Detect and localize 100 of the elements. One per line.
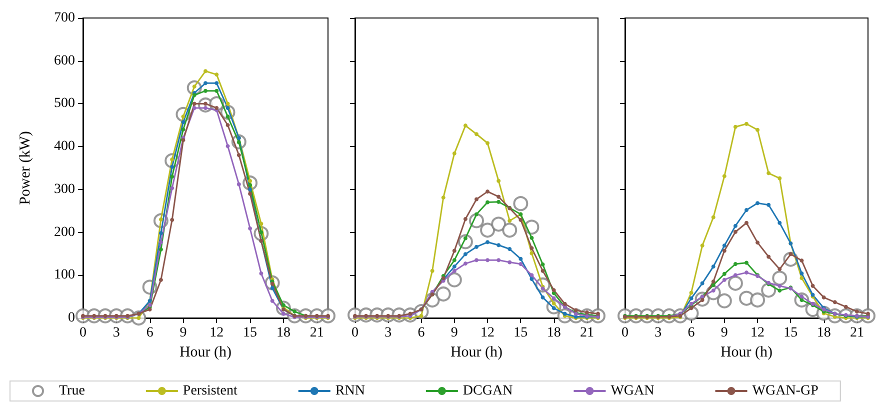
point (766, 171, 771, 176)
point (281, 312, 286, 316)
point (158, 231, 163, 236)
point (778, 288, 782, 293)
point (480, 222, 496, 238)
x-axis-title: Hour (h) (450, 344, 503, 360)
point (436, 286, 451, 302)
y-tick-label: 400 (54, 139, 75, 154)
point (711, 264, 716, 269)
x-tick-label: 3 (384, 326, 392, 340)
point (496, 243, 501, 248)
point (530, 246, 534, 250)
point (788, 252, 793, 256)
point (716, 293, 732, 308)
point (259, 222, 264, 226)
point (711, 215, 716, 220)
point (711, 283, 716, 287)
y-axis-title: Power (kW) (18, 131, 34, 205)
point (744, 270, 748, 275)
point (486, 190, 490, 194)
point (552, 288, 556, 292)
point (722, 244, 726, 248)
point (766, 202, 771, 207)
point (744, 208, 748, 212)
point (181, 120, 186, 124)
point (540, 262, 545, 266)
point (772, 270, 788, 286)
point (756, 240, 760, 245)
point (474, 258, 478, 262)
point (766, 254, 771, 259)
x-tick-label: 15 (784, 326, 798, 340)
point (800, 276, 804, 280)
point (474, 197, 478, 202)
point (419, 314, 424, 318)
point (236, 153, 241, 158)
point (722, 174, 726, 178)
x-tick-label: 0 (80, 326, 86, 340)
point (530, 277, 534, 281)
point (854, 310, 859, 314)
x-tick-label: 15 (514, 326, 528, 340)
y-tick-label: 200 (54, 224, 75, 240)
point (446, 272, 462, 288)
legend-label: DCGAN (462, 384, 513, 398)
x-tick-label: 6 (688, 326, 695, 340)
point (170, 186, 174, 190)
point (452, 258, 456, 262)
point (441, 196, 446, 200)
point (778, 176, 782, 180)
point (744, 122, 748, 126)
point (496, 194, 501, 199)
point (562, 302, 567, 306)
x-tick-label: 12 (750, 326, 765, 340)
point (778, 267, 782, 272)
point (744, 220, 748, 225)
point (158, 240, 163, 244)
point (181, 138, 186, 142)
point (248, 226, 252, 230)
point (689, 296, 694, 300)
point (491, 216, 506, 232)
point (756, 128, 760, 132)
point (181, 114, 186, 119)
point (248, 183, 252, 188)
point (574, 308, 578, 312)
x-tick-label: 12 (480, 326, 495, 340)
x-tick-label: 9 (180, 326, 187, 340)
point (192, 102, 196, 106)
point (750, 292, 766, 308)
x-tick-label: 9 (720, 326, 728, 340)
point (474, 244, 478, 249)
point (508, 247, 512, 251)
point (486, 240, 490, 244)
point (584, 310, 589, 314)
x-axis-title: Hour (h) (179, 344, 232, 360)
point (689, 290, 694, 295)
point (810, 284, 815, 288)
x-tick-label: 21 (310, 326, 324, 340)
point (722, 278, 726, 282)
x-tick-label: 21 (850, 326, 864, 340)
point (733, 230, 738, 234)
y-tick-label: 500 (54, 96, 75, 112)
x-tick-label: 18 (816, 326, 831, 340)
point (700, 281, 704, 286)
point (530, 251, 534, 256)
point (822, 295, 826, 300)
point (214, 81, 219, 86)
point (463, 262, 468, 266)
point (508, 218, 512, 223)
point (214, 72, 219, 77)
point (204, 69, 208, 74)
point (248, 187, 252, 192)
point (474, 212, 478, 216)
point (270, 298, 274, 303)
point (226, 144, 230, 148)
point (204, 106, 208, 110)
point (452, 151, 456, 156)
point (530, 273, 534, 278)
point (486, 200, 490, 204)
point (552, 301, 556, 306)
point (778, 220, 782, 225)
point (832, 300, 837, 304)
